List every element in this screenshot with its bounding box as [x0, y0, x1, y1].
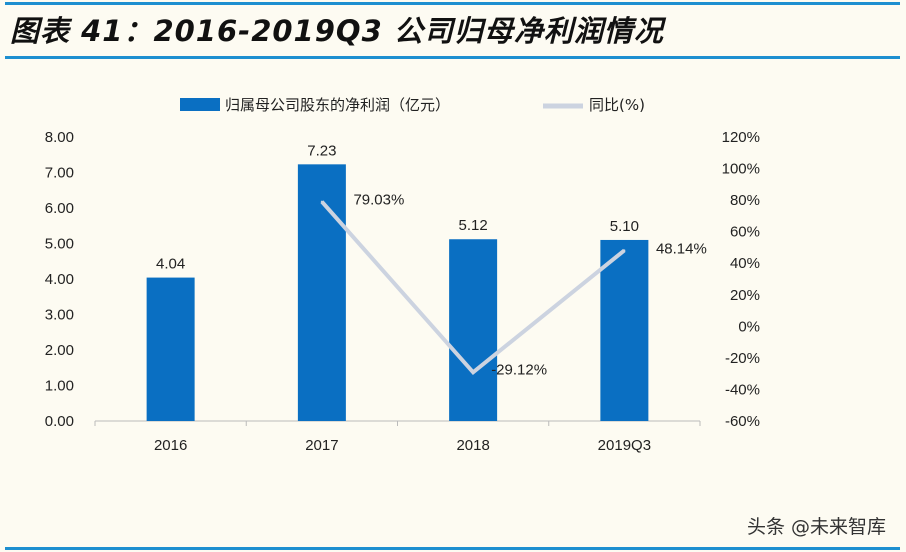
right-axis-tick: -40%	[725, 381, 760, 398]
legend-bar-swatch	[180, 98, 220, 111]
left-axis-tick: 8.00	[45, 129, 74, 146]
line-data-label: -29.12%	[491, 361, 547, 378]
right-axis-tick: 0%	[738, 318, 760, 335]
right-axis-tick: 40%	[730, 255, 760, 272]
x-axis-tick: 2018	[456, 437, 489, 454]
bar-data-label: 7.23	[307, 142, 336, 159]
bar	[600, 239, 649, 421]
right-axis-tick: 100%	[722, 161, 760, 178]
right-axis-tick: 80%	[730, 192, 760, 209]
line-data-label: 48.14%	[656, 240, 707, 257]
right-axis-tick: 120%	[722, 129, 760, 146]
x-axis-tick: 2017	[305, 437, 338, 454]
right-axis-tick: -60%	[725, 413, 760, 430]
yoy-point	[623, 249, 626, 252]
chart-title: 图表 41：2016-2019Q3 公司归母净利润情况	[10, 14, 664, 48]
left-axis-tick: 2.00	[45, 342, 74, 359]
watermark: 头条 @未来智库	[746, 516, 886, 538]
yoy-point	[472, 371, 475, 374]
bar	[146, 277, 195, 421]
right-axis-tick: 20%	[730, 287, 760, 304]
bar	[297, 164, 346, 421]
right-axis-tick: 60%	[730, 224, 760, 241]
left-axis-tick: 1.00	[45, 378, 74, 395]
left-axis-tick: 5.00	[45, 236, 74, 253]
bar-data-label: 5.12	[459, 217, 488, 234]
legend-line-label: 同比(%)	[589, 96, 645, 114]
right-axis-tick: -20%	[725, 350, 760, 367]
left-axis-tick: 4.00	[45, 271, 74, 288]
line-data-label: 79.03%	[353, 192, 404, 209]
left-axis-tick: 6.00	[45, 200, 74, 217]
bar-data-label: 4.04	[156, 256, 185, 273]
x-axis-tick: 2019Q3	[598, 437, 651, 454]
legend-bar-label: 归属母公司股东的净利润（亿元）	[225, 96, 450, 114]
left-axis-tick: 7.00	[45, 165, 74, 182]
title-rule	[5, 56, 900, 59]
top-rule	[5, 2, 900, 5]
left-axis-tick: 3.00	[45, 307, 74, 324]
bottom-rule	[5, 547, 900, 550]
bar	[449, 239, 498, 421]
left-axis-tick: 0.00	[45, 413, 74, 430]
bar-data-label: 5.10	[610, 218, 639, 235]
yoy-point	[320, 200, 323, 203]
x-axis-tick: 2016	[154, 437, 187, 454]
